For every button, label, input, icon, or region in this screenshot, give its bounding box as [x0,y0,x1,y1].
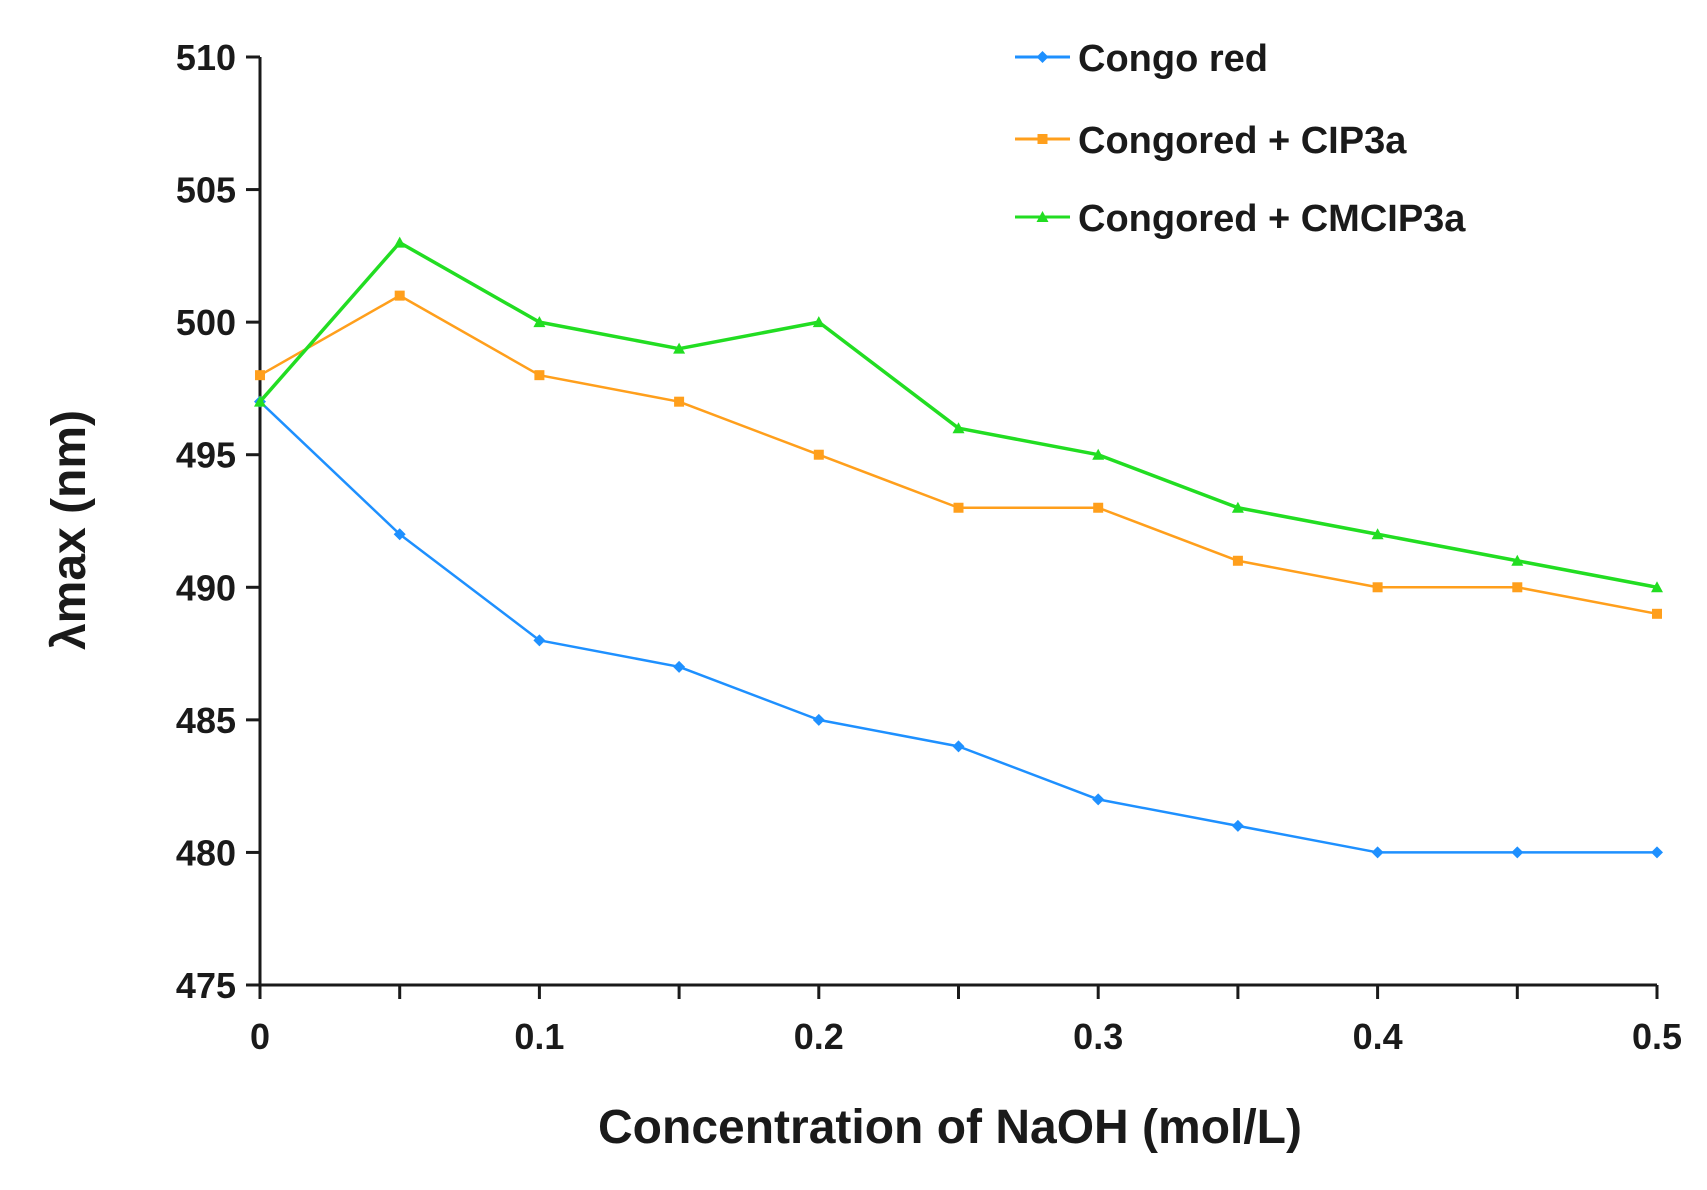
data-point [1372,582,1383,593]
data-point [393,528,406,541]
series-2 [255,290,1662,619]
legend-label: Congo red [1078,38,1268,80]
data-point [674,396,685,407]
data-point [673,342,686,354]
series-line [258,240,1658,590]
legend-label: Congored + CIP3a [1078,120,1407,162]
data-point [673,660,686,673]
data-point [812,713,825,726]
data-point [1371,528,1384,540]
data-point [1652,608,1662,619]
y-tick-label: 485 [176,700,236,741]
legend-item: Congo red [1015,38,1268,80]
series-line [259,294,1658,616]
x-tick-label: 0.4 [1353,1016,1403,1057]
data-point [533,316,546,328]
data-point [813,449,824,460]
y-tick-label: 495 [176,435,236,476]
series-3 [254,236,1663,593]
data-point [1371,846,1384,859]
series-layer [254,236,1663,859]
data-point [952,422,965,434]
legend-swatch-marker [1037,134,1048,144]
data-point [393,236,406,248]
data-point [254,395,266,407]
data-point [394,290,405,301]
data-point [1232,555,1243,566]
legend-swatch-marker [1036,211,1049,222]
data-point [534,370,545,381]
data-point [1651,581,1663,593]
legend-label: Congored + CMCIP3a [1078,198,1466,240]
data-point [1092,793,1105,806]
y-tick-label: 505 [176,170,236,211]
data-point [1093,502,1104,513]
legend: Congo red Congored + CIP3a Congored + CMCI… [1015,38,1466,240]
legend-item: Congored + CMCIP3a [1015,198,1466,240]
x-tick-label: 0.3 [1073,1016,1123,1057]
data-point [1511,846,1524,859]
x-tick-label: 0.1 [514,1016,564,1057]
y-tick-label: 490 [176,567,236,608]
data-point [1512,582,1523,593]
data-point [1231,819,1244,832]
x-tick-label: 0.2 [794,1016,844,1057]
y-tick-label: 480 [176,832,236,873]
data-point [533,634,546,647]
data-point [1231,501,1244,513]
y-tick-label: 510 [176,37,236,78]
data-point [255,370,265,381]
data-point [1651,846,1663,859]
legend-swatch-marker [1036,51,1049,63]
data-point [952,740,965,753]
axes: 475 480 485 490 495 500 505 510 0 0.1 0.2 0.3 0.4 0.5 [176,37,1682,1057]
data-point [812,316,825,328]
legend-item: Congored + CIP3a [1015,120,1407,162]
x-tick-label: 0 [250,1016,270,1057]
data-point [1511,554,1524,566]
y-axis-title: λmax (nm) [43,410,96,650]
data-point [1092,448,1105,460]
series-line [259,400,1657,854]
x-tick-label: 0.5 [1632,1016,1682,1057]
y-tick-label: 475 [176,965,236,1006]
series-1 [254,395,1663,859]
x-axis-title: Concentration of NaOH (mol/L) [598,1101,1302,1154]
data-point [953,502,964,513]
y-tick-label: 500 [176,302,236,343]
